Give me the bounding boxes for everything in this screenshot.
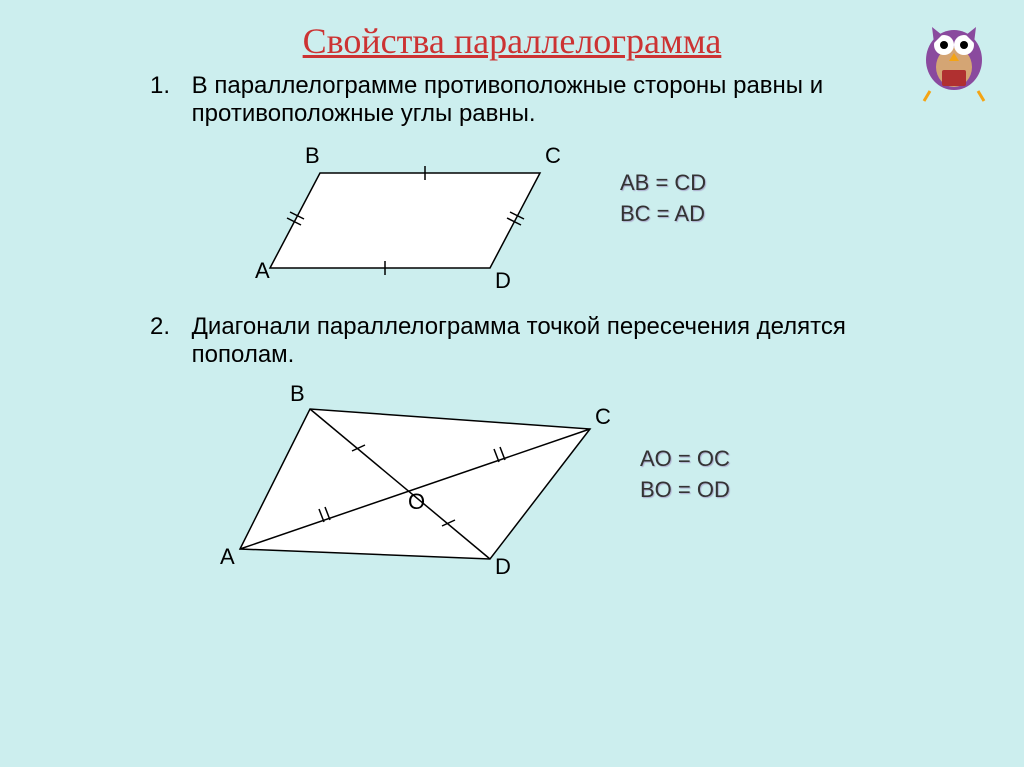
diagram-2-area: A B C D O AO = OC BO = OD <box>150 369 1024 589</box>
vertex-C2: C <box>595 404 611 429</box>
property-2-number: 2. <box>150 313 185 341</box>
vertex-B2: B <box>290 381 305 406</box>
property-2-text: Диагонали параллелограмма точкой пересеч… <box>192 313 872 369</box>
parallelogram-2: A B C D O <box>170 369 630 589</box>
page-title: Свойства параллелограмма <box>0 0 1024 62</box>
property-1: 1. В параллелограмме противоположные сто… <box>0 62 1024 128</box>
owl-mascot-icon <box>904 5 1004 105</box>
vertex-O: O <box>408 489 425 514</box>
equations-1: AB = CD BC = AD <box>620 168 706 230</box>
parallelogram-1: A B C D <box>190 128 590 303</box>
property-1-number: 1. <box>150 72 185 100</box>
vertex-D2: D <box>495 554 511 579</box>
property-1-text: В параллелограмме противоположные сторон… <box>192 72 872 128</box>
vertex-A2: A <box>220 544 235 569</box>
vertex-D: D <box>495 268 511 293</box>
eq-bo-od: BO = OD <box>640 475 730 506</box>
vertex-A: A <box>255 258 270 283</box>
vertex-B: B <box>305 143 320 168</box>
eq-ab-cd: AB = CD <box>620 168 706 199</box>
equations-2: AO = OC BO = OD <box>640 444 730 506</box>
property-2: 2. Диагонали параллелограмма точкой пере… <box>0 303 1024 369</box>
vertex-C: C <box>545 143 561 168</box>
eq-ao-oc: AO = OC <box>640 444 730 475</box>
diagram-1-area: A B C D AB = CD BC = AD <box>150 128 1024 303</box>
eq-bc-ad: BC = AD <box>620 199 706 230</box>
